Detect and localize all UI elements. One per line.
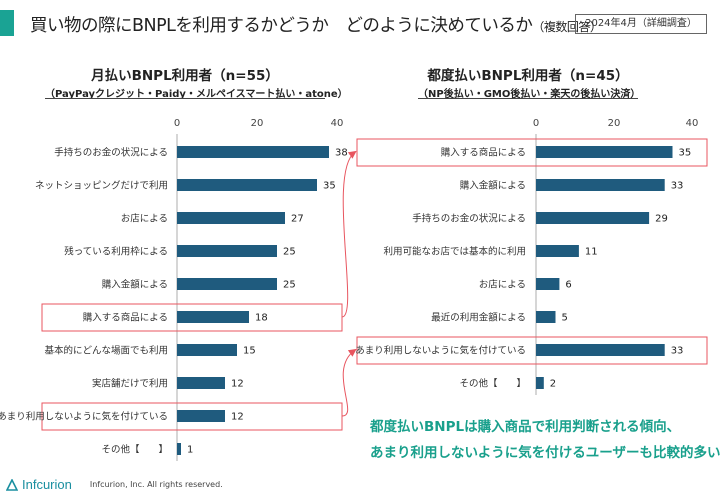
right-tick-label: 0 <box>533 118 539 129</box>
footer-copyright: Infcurion, Inc. All rights reserved. <box>89 480 223 489</box>
right-bar <box>536 179 665 191</box>
right-panel-title: 都度払いBNPL利用者（n=45） （NP後払い・GMO後払い・楽天の後払い決済… <box>418 64 641 100</box>
right-panel-underline <box>418 98 638 99</box>
right-data-label: 11 <box>585 247 598 258</box>
left-data-label: 18 <box>255 313 268 324</box>
page-title: 買い物の際にBNPLを利用するかどうか どのように決めているか（複数回答） <box>30 12 602 37</box>
left-data-label: 27 <box>291 214 304 225</box>
footer-logo-text: Infcurion <box>22 477 72 492</box>
connector-arrow <box>341 348 357 417</box>
page-title-text: 買い物の際にBNPLを利用するかどうか どのように決めているか <box>30 16 533 36</box>
left-data-label: 12 <box>231 412 244 423</box>
conclusion-line-2: あまり利用しないように気を付けるユーザーも比較的多い <box>370 445 720 461</box>
right-tick-label: 20 <box>608 118 621 129</box>
right-category-label: 購入金額による <box>460 180 526 192</box>
right-panel-heading: 都度払いBNPL利用者（n=45） <box>427 68 629 84</box>
left-category-label: 残っている利用枠による <box>64 246 168 258</box>
left-bar <box>177 410 225 422</box>
left-category-label: 購入金額による <box>102 279 168 291</box>
infcurion-logo-icon <box>6 478 18 491</box>
right-data-label: 33 <box>671 346 684 357</box>
left-bar <box>177 311 249 323</box>
right-category-label: 手持ちのお金の状況による <box>412 213 526 225</box>
left-bar <box>177 212 285 224</box>
title-accent-bar <box>0 10 14 36</box>
left-category-label: ネットショッピングだけで利用 <box>35 180 168 192</box>
left-data-label: 25 <box>283 247 296 258</box>
date-badge: 2024年4月（詳細調査） <box>575 14 707 34</box>
left-panel-subheading: （PayPayクレジット・Paidy・メルペイスマート払い・atone） <box>45 89 348 100</box>
right-panel-subheading: （NP後払い・GMO後払い・楽天の後払い決済） <box>418 89 641 100</box>
right-data-label: 2 <box>550 379 556 390</box>
right-data-label: 33 <box>671 181 684 192</box>
conclusion-line-1: 都度払いBNPLは購入商品で利用判断される傾向、 <box>370 419 681 435</box>
left-category-label: その他【 】 <box>101 444 168 456</box>
right-category-label: 購入する商品による <box>441 147 526 159</box>
right-bar <box>536 212 650 224</box>
left-bar <box>177 377 225 389</box>
left-data-label: 25 <box>283 280 296 291</box>
left-bar <box>177 344 237 356</box>
conclusion-text: 都度払いBNPLは購入商品で利用判断される傾向、 あまり利用しないように気を付け… <box>370 414 720 466</box>
right-tick-label: 40 <box>686 118 699 129</box>
left-data-label: 15 <box>243 346 256 357</box>
left-category-label: あまり利用しないように気を付けている <box>0 411 168 423</box>
left-tick-label: 40 <box>331 118 344 129</box>
footer: Infcurion Infcurion, Inc. All rights res… <box>6 477 223 492</box>
right-bar <box>536 146 673 158</box>
left-data-label: 38 <box>335 148 348 159</box>
connector-arrow <box>341 150 357 318</box>
left-tick-label: 0 <box>174 118 180 129</box>
right-data-label: 6 <box>565 280 571 291</box>
left-panel-title: 月払いBNPL利用者（n=55） （PayPayクレジット・Paidy・メルペイ… <box>45 64 348 100</box>
left-bar <box>177 146 329 158</box>
right-category-label: あまり利用しないように気を付けている <box>355 345 526 357</box>
left-bar <box>177 245 277 257</box>
right-category-label: 最近の利用金額による <box>431 312 526 324</box>
left-category-label: お店による <box>121 213 168 225</box>
right-bar <box>536 245 579 257</box>
right-highlight-box <box>356 138 708 167</box>
left-category-label: 実店舗だけで利用 <box>92 378 168 390</box>
left-data-label: 1 <box>187 445 193 456</box>
right-data-label: 5 <box>562 313 568 324</box>
left-data-label: 12 <box>231 379 244 390</box>
left-panel-underline <box>45 98 325 99</box>
right-category-label: その他【 】 <box>459 378 526 390</box>
right-bar <box>536 278 560 290</box>
right-highlight-box <box>356 336 708 365</box>
left-tick-label: 20 <box>251 118 264 129</box>
left-bar <box>177 179 317 191</box>
left-bar <box>177 443 181 455</box>
right-data-label: 35 <box>679 148 692 159</box>
right-bar <box>536 377 544 389</box>
left-category-label: 手持ちのお金の状況による <box>54 147 168 159</box>
left-panel-heading: 月払いBNPL利用者（n=55） <box>91 68 279 84</box>
left-category-label: 基本的にどんな場面でも利用 <box>44 345 168 357</box>
right-bar <box>536 311 556 323</box>
right-category-label: お店による <box>479 279 526 291</box>
page-title-suffix: （複数回答） <box>532 20 602 34</box>
right-category-label: 利用可能なお店では基本的に利用 <box>383 246 526 258</box>
left-category-label: 購入する商品による <box>83 312 168 324</box>
right-bar <box>536 344 665 356</box>
left-bar <box>177 278 277 290</box>
left-data-label: 35 <box>323 181 336 192</box>
right-data-label: 29 <box>655 214 668 225</box>
